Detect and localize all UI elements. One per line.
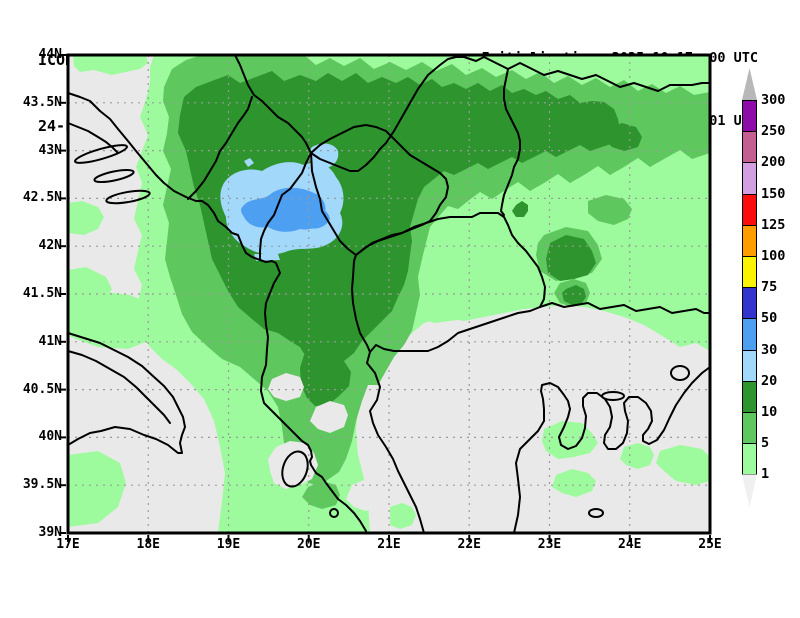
- colorbar-tick-label: 200: [761, 154, 786, 171]
- colorbar-tick-label: 150: [761, 185, 786, 202]
- lon-axis-label: 22E: [457, 537, 481, 552]
- border-bosnia-serbia-danube: [234, 54, 711, 172]
- colorbar-under-arrow: [742, 474, 757, 508]
- lat-axis-label: 42N: [38, 238, 62, 254]
- precip-area: [562, 285, 586, 305]
- lon-axis-label: 17E: [56, 537, 80, 552]
- coastline-greece-chalkidiki: [513, 366, 711, 534]
- colorbar-tick-label: 250: [761, 123, 786, 140]
- border-montenegro-albania: [259, 152, 312, 261]
- map-canvas: [59, 53, 712, 542]
- map-frame: [66, 53, 712, 535]
- colorbar-segment: [742, 100, 757, 133]
- precip-layer-10-20mm: [178, 71, 642, 406]
- border-bosnia-montenegro: [187, 96, 253, 200]
- island-peljesac: [74, 144, 128, 164]
- precip-area: [620, 443, 654, 469]
- colorbar-tick-label: 20: [761, 372, 778, 389]
- precip-area: [604, 123, 642, 151]
- island-corfu: [281, 450, 309, 488]
- colorbar-segment: [742, 193, 757, 226]
- precip-area: [300, 347, 351, 406]
- lon-axis-label: 20E: [297, 537, 321, 552]
- precip-area: [414, 289, 472, 323]
- precip-area: [68, 291, 164, 349]
- coastline-adriatic-albania: [67, 92, 367, 532]
- precip-area: [552, 469, 596, 497]
- lat-axis-label: 39.5N: [22, 477, 62, 493]
- colorbar-tick-label: 5: [761, 435, 770, 452]
- colorbar-tick-label: 75: [761, 279, 778, 296]
- precip-area: [656, 445, 710, 485]
- colorbar-segment: [742, 162, 757, 195]
- colorbar-segment: [742, 131, 757, 164]
- lon-axis-label: 19E: [216, 537, 241, 552]
- precip-area: [68, 451, 126, 527]
- island-chain: [105, 189, 151, 205]
- lon-axis-label: 21E: [377, 537, 401, 552]
- lat-axis-label: 44N: [38, 47, 62, 62]
- lon-axis-label: 24E: [618, 537, 642, 552]
- dry-area: [346, 479, 384, 511]
- island-mljet: [93, 168, 135, 184]
- colorbar-segment: [742, 380, 757, 413]
- precip-area: [272, 521, 304, 533]
- colorbar-tick-label: 300: [761, 92, 786, 108]
- country-borders: [67, 54, 711, 534]
- lat-axis-label: 40.5N: [22, 381, 62, 397]
- graticule-grid: [68, 55, 710, 533]
- colorbar-tick-label: 30: [761, 341, 778, 358]
- colorbar-segment: [742, 287, 757, 320]
- precip-area: [512, 201, 528, 217]
- lon-axis-label: 18E: [136, 537, 160, 552]
- lon-axis-label: 23E: [537, 537, 562, 552]
- island-small: [329, 508, 339, 518]
- precip-area: [588, 195, 632, 225]
- colorbar-tick-label: 100: [761, 248, 786, 264]
- dry-area: [268, 373, 304, 401]
- lat-axis-label: 43.5N: [22, 94, 62, 110]
- precip-area: [68, 201, 104, 235]
- island-small: [588, 508, 604, 518]
- colorbar-tick-label: 1: [761, 466, 770, 483]
- lat-axis-label: 43N: [38, 142, 62, 158]
- colorbar-tick-label: 125: [761, 216, 786, 233]
- colorbar-segment: [742, 318, 757, 351]
- colorbar-tick-label: 50: [761, 310, 778, 327]
- border-greece-bulgaria: [539, 302, 711, 314]
- colorbar-segment: [742, 443, 757, 476]
- border-serbia-bulgaria: [500, 68, 521, 216]
- colorbar-tick-label: 10: [761, 404, 778, 420]
- lat-axis-label: 39N: [38, 525, 62, 540]
- colorbar-segment: [742, 256, 757, 289]
- precip-area: [390, 503, 416, 529]
- coastline-puglia-inner: [67, 350, 171, 424]
- precip-area: [244, 158, 254, 167]
- precip-area: [178, 71, 620, 369]
- colorbar-segment: [742, 224, 757, 257]
- colorbar-segment: [742, 412, 757, 445]
- dry-area: [310, 401, 348, 433]
- lat-axis-label: 42.5N: [22, 190, 62, 206]
- axis-ticks: [59, 54, 711, 542]
- lat-axis-label: 41.5N: [22, 286, 62, 301]
- border-albania-greece: [366, 351, 425, 534]
- lake-outline: [601, 391, 625, 401]
- lat-axis-label: 41N: [38, 333, 62, 349]
- lat-axis-label: 40N: [38, 429, 62, 445]
- lon-axis-label: 25E: [698, 537, 722, 552]
- colorbar-segment: [742, 349, 757, 382]
- border-kosovo: [310, 124, 449, 256]
- island-thasos: [670, 365, 690, 381]
- coastline-puglia-top: [67, 332, 186, 454]
- precip-area: [73, 55, 148, 75]
